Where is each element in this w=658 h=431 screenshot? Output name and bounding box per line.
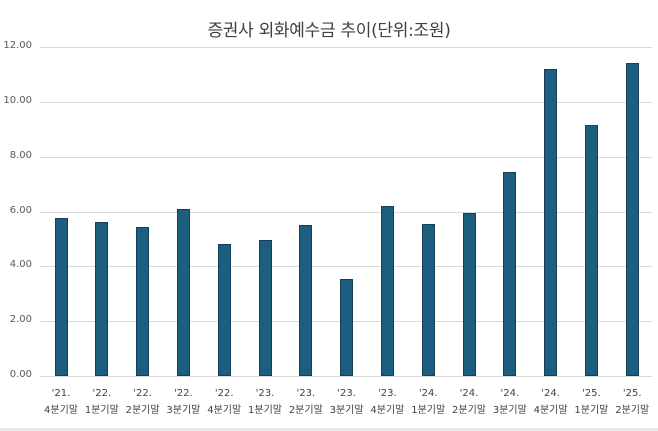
- x-tick-year: '22.: [92, 388, 112, 399]
- x-tick-label: '22. 4분기말: [202, 385, 246, 419]
- x-tick-quarter: 2분기말: [615, 405, 650, 416]
- x-tick-quarter: 1분기말: [84, 405, 119, 416]
- x-tick-label: '22. 2분기말: [121, 385, 165, 419]
- x-tick-label: '22. 3분기말: [161, 385, 205, 419]
- x-tick-year: '22.: [174, 388, 193, 399]
- x-tick-year: '22.: [214, 388, 234, 399]
- y-tick-label: 6.00: [9, 204, 32, 216]
- bar: [462, 212, 476, 376]
- x-tick-label: '22. 1분기말: [80, 385, 124, 419]
- bar: [421, 223, 435, 376]
- gridline: [40, 211, 652, 213]
- y-tick-label: 10.00: [3, 94, 32, 106]
- x-tick-quarter: 2분기말: [452, 405, 486, 416]
- x-tick-quarter: 1분기말: [411, 405, 446, 416]
- x-tick-year: '25.: [622, 388, 642, 399]
- x-tick-year: '24.: [500, 388, 520, 399]
- x-tick-year: '23.: [255, 388, 275, 399]
- bar: [176, 208, 190, 376]
- x-tick-label: '25. 2분기말: [610, 385, 654, 419]
- x-tick-year: '24.: [418, 388, 438, 399]
- x-tick-quarter: 3분기말: [166, 405, 201, 416]
- x-tick-year: '23.: [378, 388, 397, 399]
- y-tick-label: 0.00: [9, 369, 32, 380]
- bar: [299, 225, 313, 376]
- x-tick-quarter: 1분기말: [574, 405, 609, 416]
- x-tick-label: '24. 3분기말: [488, 385, 532, 419]
- bottom-border: [0, 428, 658, 431]
- x-tick-quarter: 4분기말: [207, 405, 242, 416]
- x-tick-quarter: 4분기말: [533, 405, 568, 416]
- gridline: [40, 376, 652, 377]
- bar: [258, 240, 272, 376]
- x-tick-label: '23. 1분기말: [243, 385, 287, 419]
- x-tick-label: '21. 4분기말: [39, 385, 83, 419]
- x-tick-quarter: 3분기말: [329, 405, 364, 416]
- x-tick-label: '24. 1분기말: [406, 385, 450, 419]
- bar: [136, 226, 150, 376]
- gridline: [40, 266, 652, 268]
- chart-title: 증권사 외화예수금 추이(단위:조원): [207, 21, 451, 41]
- bar: [625, 63, 639, 376]
- y-tick-label: 4.00: [9, 259, 32, 271]
- bar: [95, 222, 109, 376]
- x-tick-year: '25.: [582, 388, 601, 399]
- y-tick-label: 12.00: [3, 40, 32, 51]
- x-tick-year: '21.: [51, 388, 71, 399]
- x-tick-label: '24. 2분기말: [447, 385, 491, 419]
- gridline: [40, 47, 652, 48]
- x-tick-year: '22.: [133, 388, 152, 399]
- y-tick-label: 8.00: [9, 149, 32, 161]
- x-tick-year: '24.: [541, 388, 560, 399]
- bar: [54, 218, 68, 376]
- bar: [380, 206, 394, 376]
- x-tick-label: '24. 4분기말: [529, 385, 573, 419]
- x-tick-label: '23. 2분기말: [284, 385, 328, 419]
- bar: [340, 278, 354, 376]
- bar: [217, 244, 231, 376]
- x-tick-year: '23.: [337, 388, 356, 399]
- x-tick-quarter: 3분기말: [492, 405, 527, 416]
- x-tick-quarter: 4분기말: [44, 405, 78, 416]
- bar: [503, 171, 517, 376]
- x-tick-label: '23. 3분기말: [325, 385, 369, 419]
- x-tick-label: '25. 1분기말: [569, 385, 613, 419]
- gridline: [40, 156, 652, 158]
- x-tick-year: '24.: [459, 388, 479, 399]
- x-tick-quarter: 1분기말: [248, 405, 282, 416]
- x-tick-year: '23.: [296, 388, 316, 399]
- bar: [584, 125, 598, 376]
- bar: [544, 68, 558, 376]
- x-tick-quarter: 2분기말: [288, 405, 323, 416]
- x-tick-quarter: 4분기말: [370, 405, 405, 416]
- x-tick-quarter: 2분기말: [125, 405, 160, 416]
- x-tick-label: '23. 4분기말: [365, 385, 409, 419]
- gridline: [40, 101, 652, 103]
- y-tick-label: 2.00: [9, 314, 32, 326]
